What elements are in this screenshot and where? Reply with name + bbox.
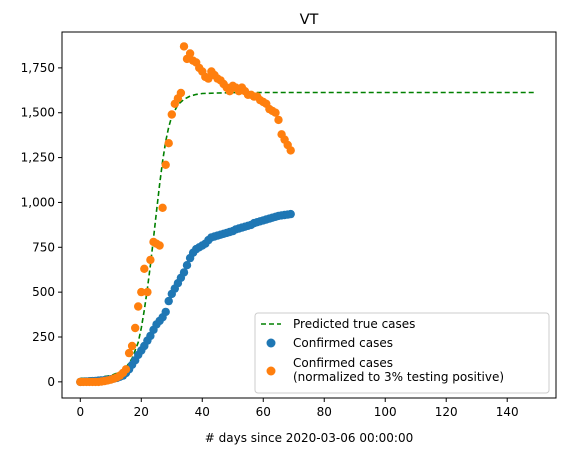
data-point	[131, 323, 140, 333]
data-point	[164, 296, 173, 306]
data-point	[140, 264, 149, 273]
data-point	[179, 42, 189, 51]
y-tick-label: 1,250	[21, 151, 55, 165]
legend-box	[254, 312, 550, 394]
series-2-points	[76, 42, 295, 387]
x-axis-label: # days since 2020-03-06 00:00:00	[205, 431, 413, 445]
data-point	[146, 255, 155, 265]
data-point	[161, 307, 170, 317]
data-point	[204, 74, 213, 83]
axes-frame	[61, 31, 557, 399]
x-axis: 0 20 40 60 80 100 120 140	[76, 398, 519, 419]
data-point	[161, 160, 170, 169]
x-tick-label: 100	[374, 405, 397, 419]
x-tick-label: 20	[134, 405, 149, 419]
data-point	[167, 110, 176, 119]
legend-label-confirmed: Confirmed cases	[293, 336, 393, 350]
y-tick-label: 750	[32, 240, 55, 254]
data-point	[158, 203, 167, 212]
y-tick-label: 0	[47, 375, 55, 389]
data-point	[185, 49, 195, 58]
data-point	[124, 348, 134, 358]
scatter-layer	[76, 42, 295, 387]
y-axis: 0 250 500 750 1,000 1,250 1,500 1,750	[21, 61, 62, 389]
x-tick-label: 60	[256, 405, 271, 419]
data-point	[134, 302, 143, 311]
data-point	[127, 341, 137, 351]
legend-label-predicted: Predicted true cases	[293, 317, 415, 331]
x-tick-label: 80	[317, 405, 332, 419]
data-point	[179, 268, 189, 277]
y-tick-label: 1,000	[21, 195, 55, 209]
data-point	[121, 365, 131, 374]
chart-title: VT	[300, 12, 319, 28]
legend-marker-normalized	[266, 366, 276, 376]
data-point	[143, 287, 152, 297]
x-tick-label: 140	[496, 405, 519, 419]
plot-area	[61, 31, 557, 399]
legend-label-normalized: Confirmed cases (normalized to 3% testing…	[293, 356, 504, 384]
x-tick-label: 40	[195, 405, 210, 419]
y-tick-label: 500	[32, 285, 55, 299]
data-point	[274, 115, 283, 125]
y-tick-label: 250	[32, 330, 55, 344]
legend: Predicted true cases Confirmed cases Con…	[254, 312, 550, 394]
y-tick-label: 1,750	[21, 61, 55, 75]
x-tick-label: 120	[435, 405, 458, 419]
data-point	[286, 146, 295, 155]
legend-marker-confirmed	[266, 338, 276, 348]
data-point	[271, 108, 280, 117]
data-point	[176, 88, 186, 98]
data-point	[286, 209, 295, 219]
data-point	[155, 241, 164, 250]
data-point	[137, 287, 146, 297]
y-tick-label: 1,500	[21, 106, 55, 120]
x-tick-label: 0	[76, 405, 84, 419]
data-point	[164, 139, 173, 148]
data-point	[182, 261, 192, 270]
